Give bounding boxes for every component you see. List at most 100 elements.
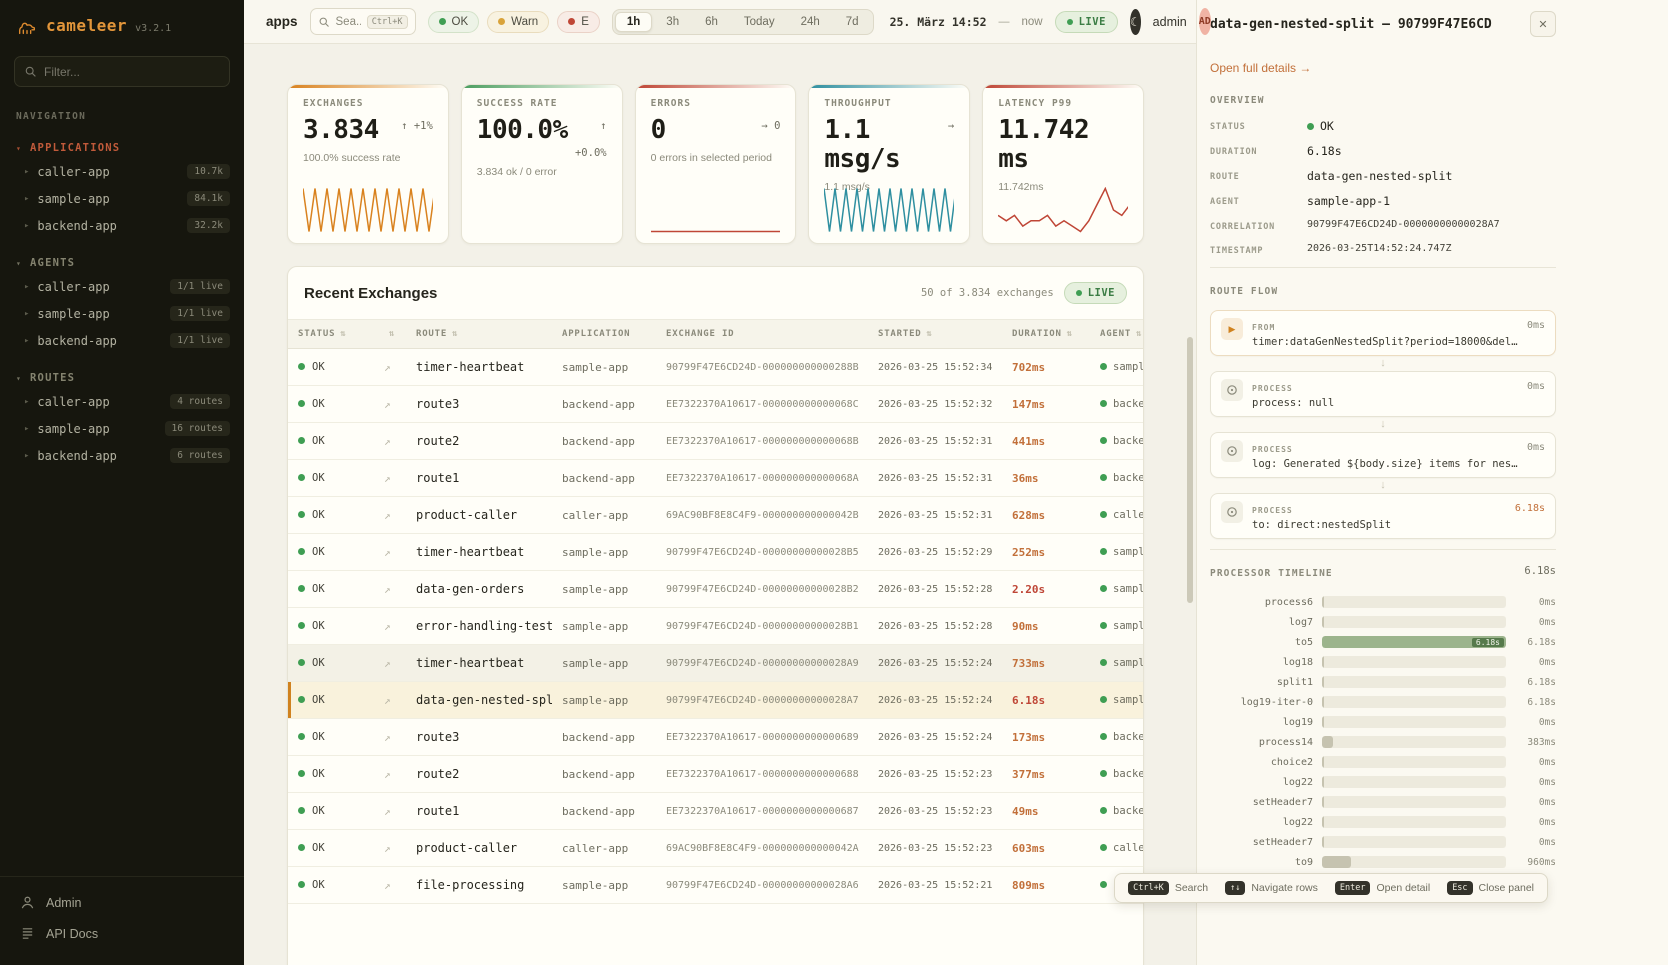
range-button-7d[interactable]: 7d <box>834 12 871 32</box>
timeline-bar <box>1322 656 1324 668</box>
timeline-row-log22: log22 0ms <box>1210 772 1556 792</box>
arrow-up-right-icon[interactable]: ↗ <box>384 879 391 892</box>
avatar[interactable]: AD <box>1198 8 1211 35</box>
table-row[interactable]: OK ↗ data-gen-nested-split sample-app 90… <box>288 681 1143 719</box>
table-row[interactable]: OK ↗ route2 backend-app EE7322370A10617-… <box>288 755 1143 793</box>
table-row[interactable]: OK ↗ timer-heartbeat sample-app 90799F47… <box>288 644 1143 682</box>
scrollbar[interactable] <box>1187 337 1193 603</box>
column-header-status[interactable]: STATUS ⇅ <box>288 319 374 349</box>
table-row[interactable]: OK ↗ timer-heartbeat sample-app 90799F47… <box>288 533 1143 571</box>
sidebar-item-backend-app[interactable]: ▸ backend-app 1/1 live <box>0 327 244 354</box>
status-chip-warn[interactable]: Warn <box>487 10 550 33</box>
open-full-details-link[interactable]: Open full details → <box>1210 61 1312 75</box>
sidebar-item-sample-app[interactable]: ▸ sample-app 1/1 live <box>0 300 244 327</box>
range-button-today[interactable]: Today <box>732 12 787 32</box>
nav-section-applications: ▾ APPLICATIONS ▸ caller-app 10.7k ▸ samp… <box>0 138 244 239</box>
nav-section-header-routes[interactable]: ▾ ROUTES <box>0 368 244 388</box>
route-flow-step[interactable]: PROCESS process: null 0ms <box>1210 371 1556 417</box>
sidebar-item-sample-app[interactable]: ▸ sample-app 16 routes <box>0 415 244 442</box>
agent-cell: backen… <box>1090 459 1143 497</box>
arrow-up-right-icon[interactable]: ↗ <box>384 805 391 818</box>
arrow-up-right-icon[interactable]: ↗ <box>384 509 391 522</box>
nav-section-header-applications[interactable]: ▾ APPLICATIONS <box>0 138 244 158</box>
table-row[interactable]: OK ↗ product-caller caller-app 69AC90BF8… <box>288 496 1143 534</box>
date-now[interactable]: now <box>1021 15 1043 28</box>
arrow-up-right-icon[interactable]: ↗ <box>384 361 391 374</box>
application-cell: sample-app <box>552 570 656 608</box>
range-button-24h[interactable]: 24h <box>789 12 832 32</box>
sidebar-footer-admin[interactable]: Admin <box>0 887 244 918</box>
sort-icon: ⇅ <box>452 329 459 339</box>
table-row[interactable]: OK ↗ route2 backend-app EE7322370A10617-… <box>288 422 1143 460</box>
process-icon <box>1221 440 1243 462</box>
recent-exchanges-panel: Recent Exchanges 50 of 3.834 exchanges L… <box>287 266 1144 965</box>
keyboard-hints: Ctrl+K Search ↑↓ Navigate rows Enter Ope… <box>1114 873 1548 903</box>
sidebar-item-backend-app[interactable]: ▸ backend-app 32.2k <box>0 212 244 239</box>
column-header-exchange-id[interactable]: EXCHANGE ID <box>656 319 868 349</box>
route-flow-step[interactable]: ▶ FROM timer:dataGenNestedSplit?period=1… <box>1210 310 1556 356</box>
date-separator: — <box>998 15 1010 28</box>
arrow-up-right-icon[interactable]: ↗ <box>384 842 391 855</box>
kpi-sparkline <box>650 185 781 233</box>
table-row[interactable]: OK ↗ data-gen-orders sample-app 90799F47… <box>288 570 1143 608</box>
close-panel-button[interactable]: ✕ <box>1530 11 1556 37</box>
sidebar-item-caller-app[interactable]: ▸ caller-app 10.7k <box>0 158 244 185</box>
started-cell: 2026-03-25 15:52:29 <box>868 533 1002 571</box>
arrow-up-right-icon[interactable]: ↗ <box>384 435 391 448</box>
status-chip-e[interactable]: E <box>557 10 600 33</box>
arrow-up-right-icon[interactable]: ↗ <box>384 731 391 744</box>
exchange-id-cell: 90799F47E6CD24D-00000000000028A6 <box>656 866 868 904</box>
column-header-agent[interactable]: AGENT ⇅ <box>1090 319 1143 349</box>
processor-duration: 0ms <box>1538 616 1556 628</box>
sidebar-item-caller-app[interactable]: ▸ caller-app 1/1 live <box>0 273 244 300</box>
table-row[interactable]: OK ↗ route3 backend-app EE7322370A10617-… <box>288 718 1143 756</box>
range-button-3h[interactable]: 3h <box>654 12 691 32</box>
arrow-up-right-icon[interactable]: ↗ <box>384 694 391 707</box>
status-label: OK <box>312 361 325 373</box>
sidebar-item-label: sample-app <box>37 191 110 206</box>
route-flow-step[interactable]: PROCESS to: direct:nestedSplit 6.18s <box>1210 493 1556 539</box>
live-dot <box>1066 18 1073 25</box>
chevron-right-icon: ▸ <box>24 423 30 434</box>
filter-input[interactable] <box>44 64 220 79</box>
processor-duration: 6.18s <box>1527 676 1556 688</box>
arrow-up-right-icon[interactable]: ↗ <box>384 583 391 596</box>
arrow-up-right-icon[interactable]: ↗ <box>384 398 391 411</box>
timeline-bar-label: 6.18s <box>1471 637 1504 647</box>
ok-status-dot <box>298 881 305 888</box>
table-row[interactable]: OK ↗ error-handling-test sample-app 9079… <box>288 607 1143 645</box>
row-icon-cell: ↗ <box>374 644 406 682</box>
sidebar-footer-api-docs[interactable]: API Docs <box>0 918 244 949</box>
status-chip-ok[interactable]: OK <box>427 10 480 33</box>
sidebar-item-backend-app[interactable]: ▸ backend-app 6 routes <box>0 442 244 469</box>
route-flow-step[interactable]: PROCESS log: Generated ${body.size} item… <box>1210 432 1556 478</box>
range-button-1h[interactable]: 1h <box>614 11 653 32</box>
column-header-started[interactable]: STARTED ⇅ <box>868 319 1002 349</box>
global-search[interactable]: Sea... Ctrl+K <box>309 8 416 35</box>
theme-toggle-button[interactable]: ☾ <box>1129 8 1141 35</box>
table-row[interactable]: OK ↗ timer-heartbeat sample-app 90799F47… <box>288 348 1143 386</box>
kpi-sparkline <box>303 185 433 233</box>
arrow-up-right-icon[interactable]: ↗ <box>384 620 391 633</box>
arrow-up-right-icon[interactable]: ↗ <box>384 657 391 670</box>
row-icon-cell: ↗ <box>374 533 406 571</box>
sidebar-filter[interactable] <box>14 56 230 87</box>
column-header-icon[interactable]: ⇅ <box>374 319 406 349</box>
agent-status-dot <box>1100 474 1107 481</box>
nav-section-header-agents[interactable]: ▾ AGENTS <box>0 253 244 273</box>
table-row[interactable]: OK ↗ file-processing sample-app 90799F47… <box>288 866 1143 904</box>
sidebar-item-sample-app[interactable]: ▸ sample-app 84.1k <box>0 185 244 212</box>
column-header-duration[interactable]: DURATION ⇅ <box>1002 319 1090 349</box>
arrow-up-right-icon[interactable]: ↗ <box>384 472 391 485</box>
arrow-up-right-icon[interactable]: ↗ <box>384 546 391 559</box>
table-row[interactable]: OK ↗ route1 backend-app EE7322370A10617-… <box>288 792 1143 830</box>
arrow-up-right-icon[interactable]: ↗ <box>384 768 391 781</box>
app-logo[interactable]: cameleer v3.2.1 <box>0 0 244 50</box>
table-row[interactable]: OK ↗ route1 backend-app EE7322370A10617-… <box>288 459 1143 497</box>
range-button-6h[interactable]: 6h <box>693 12 730 32</box>
table-row[interactable]: OK ↗ route3 backend-app EE7322370A10617-… <box>288 385 1143 423</box>
sidebar-item-caller-app[interactable]: ▸ caller-app 4 routes <box>0 388 244 415</box>
column-header-application[interactable]: APPLICATION <box>552 319 656 349</box>
table-row[interactable]: OK ↗ product-caller caller-app 69AC90BF8… <box>288 829 1143 867</box>
column-header-route[interactable]: ROUTE ⇅ <box>406 319 552 349</box>
